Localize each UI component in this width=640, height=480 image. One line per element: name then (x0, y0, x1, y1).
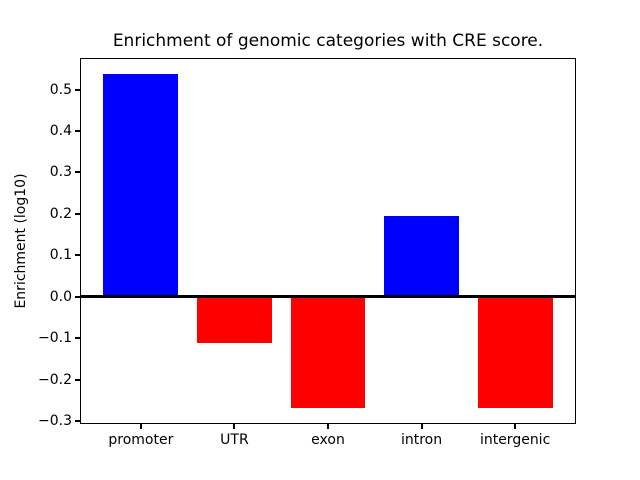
bar-intron (384, 215, 459, 297)
chart-title: Enrichment of genomic categories with CR… (112, 31, 544, 51)
y-tick-label: 0.1 (49, 247, 72, 264)
bar-intergenic (477, 296, 553, 408)
x-tick-label-intergenic: intergenic (479, 432, 551, 448)
y-tick-mark (75, 88, 80, 91)
x-tick-mark (420, 424, 423, 429)
x-tick-label-exon: exon (311, 432, 345, 448)
x-tick-mark (514, 424, 517, 429)
y-tick-label: 0.5 (49, 81, 72, 98)
x-tick-label-UTR: UTR (220, 432, 249, 448)
plot-area: 0.5 0.4 0.3 0.2 0.1 0.0 −0.1 −0.2 −0.3 promoter UT… (38, 58, 576, 448)
bar-UTR (197, 296, 272, 344)
y-tick-label: 0.4 (49, 123, 72, 140)
y-tick-label: −0.2 (38, 371, 72, 388)
y-tick-label: 0.3 (49, 164, 72, 181)
y-tick-mark (75, 295, 80, 298)
bar-exon (290, 296, 366, 409)
y-tick-mark (75, 171, 80, 174)
x-tick-label-intron: intron (400, 432, 443, 448)
y-tick-mark (75, 130, 80, 133)
x-tick-mark (327, 424, 329, 429)
x-tick-mark (233, 424, 236, 429)
y-tick-mark (75, 419, 80, 422)
y-tick-mark (75, 378, 80, 381)
y-tick-label: −0.1 (38, 330, 72, 347)
y-tick-mark (75, 212, 80, 215)
x-tick-label-promoter: promoter (108, 432, 174, 448)
y-tick-label: 0.2 (49, 205, 72, 222)
y-tick-mark (75, 254, 80, 257)
zero-line (81, 295, 575, 299)
y-tick-label: 0.0 (49, 288, 72, 305)
bar-promoter (103, 74, 179, 297)
x-tick-mark (139, 424, 142, 429)
y-tick-mark (75, 337, 80, 340)
y-axis-label: Enrichment (log10) (13, 173, 29, 309)
y-tick-label: −0.3 (38, 412, 72, 429)
